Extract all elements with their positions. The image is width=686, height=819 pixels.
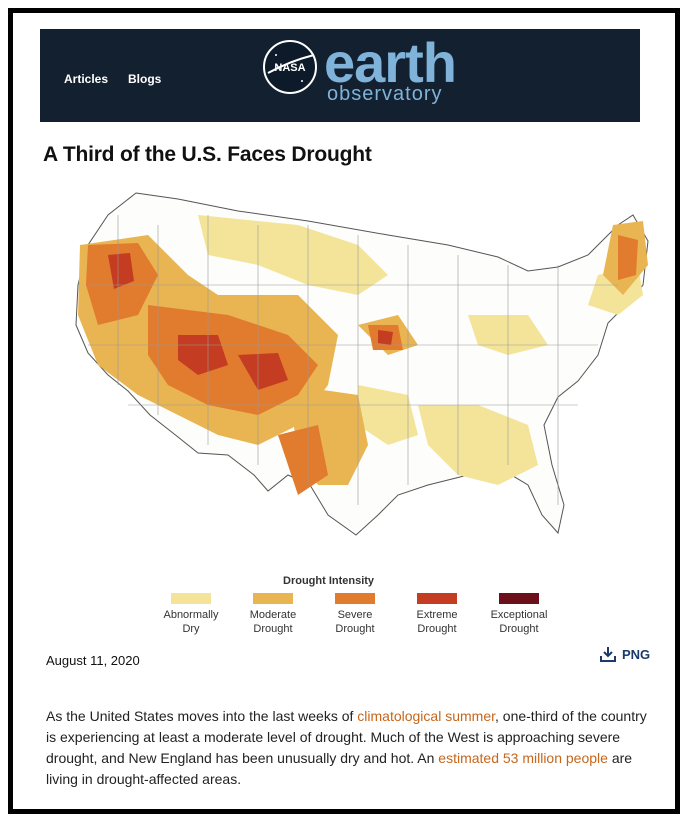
legend-label-line2: Drought <box>417 623 457 635</box>
legend-label-line2: Drought <box>335 623 375 635</box>
legend-swatch <box>417 593 457 604</box>
severe-drought-areas <box>86 235 638 495</box>
legend-swatch <box>499 593 539 604</box>
body-text-3: are living in drought-affected areas. <box>46 750 633 787</box>
legend-swatch <box>253 593 293 604</box>
logo-subtitle: observatory <box>327 83 443 105</box>
estimated-people-link[interactable]: estimated 53 million people <box>438 750 608 766</box>
legend-abnormally-dry: Abnormally Dry <box>151 593 231 636</box>
legend-title: Drought Intensity <box>283 575 375 587</box>
legend-severe: Severe Drought <box>315 593 395 636</box>
legend-exceptional: Exceptional Drought <box>479 593 559 636</box>
article-body: As the United States moves into the last… <box>46 706 654 790</box>
nasa-logo-icon[interactable]: NASA <box>262 39 318 95</box>
nav-articles[interactable]: Articles <box>64 72 109 86</box>
site-header: Articles Blogs NASA earth observatory <box>40 29 640 122</box>
legend-moderate: Moderate Drought <box>233 593 313 636</box>
legend-label-line1: Extreme <box>416 609 458 621</box>
legend-label-line2: Drought <box>499 623 539 635</box>
page-frame: Articles Blogs NASA earth observatory A … <box>8 8 680 814</box>
legend-swatch <box>335 593 375 604</box>
nasa-logo-text: NASA <box>274 62 305 74</box>
legend-label-line1: Abnormally <box>163 609 219 621</box>
us-drought-map-image <box>75 192 649 536</box>
logo-title[interactable]: earth <box>324 31 457 94</box>
body-text-2: , one-third of the country is experienci… <box>46 708 647 766</box>
nav-blogs[interactable]: Blogs <box>128 72 162 86</box>
legend-label-line1: Moderate <box>249 609 297 621</box>
download-icon <box>600 647 616 662</box>
legend-extreme: Extreme Drought <box>397 593 477 636</box>
article-date: August 11, 2020 <box>46 653 140 668</box>
download-png-label: PNG <box>622 646 651 662</box>
drought-map <box>58 185 658 565</box>
legend-swatch <box>171 593 211 604</box>
legend-label-line2: Dry <box>182 623 200 635</box>
download-png-button[interactable]: PNG <box>600 646 650 662</box>
article-title: A Third of the U.S. Faces Drought <box>43 143 372 166</box>
state-boundaries <box>88 215 618 505</box>
body-text-1: As the United States moves into the last… <box>46 708 358 724</box>
legend-label-line1: Severe <box>337 609 373 621</box>
legend-label-line2: Drought <box>253 623 293 635</box>
legend-label-line1: Exceptional <box>490 609 548 621</box>
climatological-summer-link[interactable]: climatological summer <box>357 708 495 724</box>
